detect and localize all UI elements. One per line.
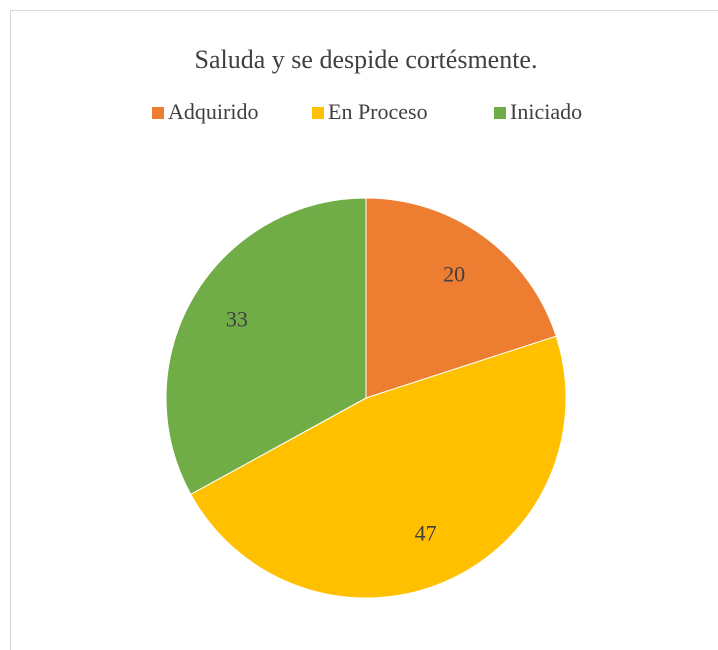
chart-title: Saluda y se despide cortésmente.	[195, 45, 538, 74]
pie-slice	[165, 197, 367, 496]
legend-swatch	[494, 107, 506, 119]
pie-slice	[190, 335, 567, 599]
legend-label: Adquirido	[168, 99, 258, 124]
legend-swatch	[152, 107, 164, 119]
pie-slice	[365, 197, 557, 399]
data-label: 20	[443, 262, 465, 287]
legend-label: En Proceso	[328, 99, 428, 124]
data-label: 47	[415, 521, 437, 546]
legend-label: Iniciado	[510, 99, 582, 124]
legend-swatch	[312, 107, 324, 119]
data-label: 33	[226, 307, 248, 332]
